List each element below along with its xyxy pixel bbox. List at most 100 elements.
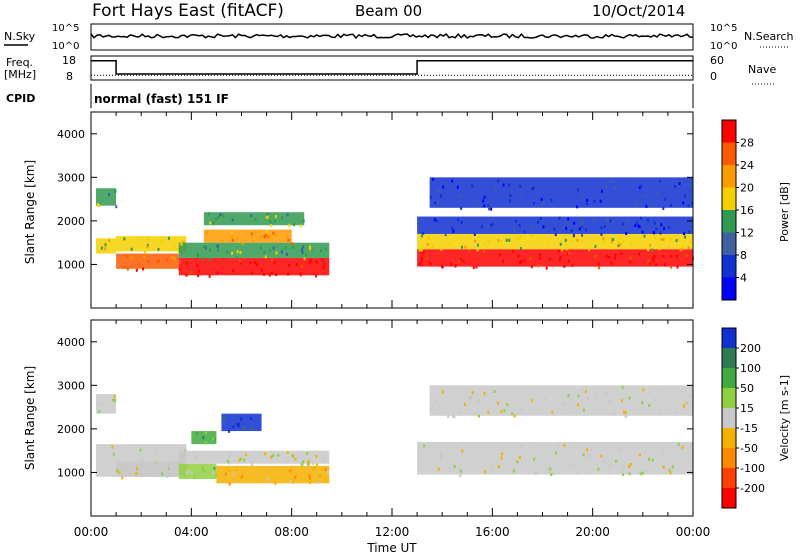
data-speckle bbox=[147, 238, 150, 242]
data-speckle bbox=[641, 401, 644, 405]
colorbar-tick-label: 20 bbox=[740, 182, 754, 195]
colorbar-segment bbox=[722, 448, 736, 468]
data-speckle bbox=[622, 222, 625, 226]
data-speckle bbox=[641, 230, 644, 234]
data-speckle bbox=[185, 273, 188, 277]
data-speckle bbox=[652, 259, 655, 263]
data-speckle bbox=[594, 254, 597, 258]
data-speckle bbox=[153, 474, 156, 478]
data-speckle bbox=[447, 415, 450, 419]
data-speckle bbox=[638, 252, 641, 256]
velocity-x-ticks bbox=[90, 320, 694, 516]
data-speckle bbox=[573, 221, 576, 225]
data-speckle bbox=[241, 242, 244, 246]
data-speckle bbox=[266, 477, 269, 481]
data-speckle bbox=[501, 452, 504, 456]
data-speckle bbox=[232, 269, 235, 273]
data-speckle bbox=[432, 177, 435, 181]
data-speckle bbox=[651, 248, 654, 252]
data-speckle bbox=[286, 213, 289, 217]
data-speckle bbox=[250, 463, 253, 467]
data-speckle bbox=[219, 213, 222, 217]
data-speckle bbox=[177, 249, 180, 253]
data-speckle bbox=[497, 179, 500, 183]
data-speckle bbox=[600, 225, 603, 229]
data-speckle bbox=[617, 241, 620, 245]
data-speckle bbox=[419, 262, 422, 266]
data-speckle bbox=[301, 250, 304, 254]
data-speckle bbox=[324, 247, 327, 251]
data-speckle bbox=[543, 397, 546, 401]
date-label: 10/Oct/2014 bbox=[592, 2, 685, 20]
data-speckle bbox=[422, 245, 425, 249]
data-speckle bbox=[240, 475, 243, 479]
data-speckle bbox=[436, 200, 439, 204]
data-band bbox=[417, 233, 693, 250]
data-speckle bbox=[273, 478, 276, 482]
data-speckle bbox=[103, 247, 106, 251]
data-speckle bbox=[437, 189, 440, 193]
data-speckle bbox=[259, 246, 262, 250]
data-speckle bbox=[228, 469, 231, 473]
data-speckle bbox=[610, 261, 613, 265]
data-speckle bbox=[565, 226, 568, 230]
data-speckle bbox=[653, 231, 656, 235]
data-speckle bbox=[603, 225, 606, 229]
time-axis-labels: 00:00 04:00 08:00 12:00 16:00 20:00 00:00 bbox=[74, 525, 711, 539]
data-speckle bbox=[604, 460, 607, 464]
data-speckle bbox=[678, 182, 681, 186]
data-speckle bbox=[264, 255, 267, 259]
data-speckle bbox=[204, 431, 207, 435]
data-speckle bbox=[561, 248, 564, 252]
data-speckle bbox=[230, 231, 233, 235]
colorbar-segment bbox=[722, 210, 736, 233]
data-speckle bbox=[236, 250, 239, 254]
data-speckle bbox=[597, 467, 600, 471]
data-speckle bbox=[685, 253, 688, 257]
data-speckle bbox=[683, 232, 686, 236]
data-speckle bbox=[641, 471, 644, 475]
data-speckle bbox=[648, 243, 651, 247]
data-speckle bbox=[221, 239, 224, 243]
data-speckle bbox=[462, 260, 465, 264]
data-speckle bbox=[153, 449, 156, 453]
data-speckle bbox=[653, 254, 656, 258]
data-speckle bbox=[98, 250, 101, 254]
data-speckle bbox=[482, 249, 485, 253]
data-speckle bbox=[459, 257, 462, 261]
data-speckle bbox=[108, 193, 111, 197]
colorbar-segment bbox=[722, 368, 736, 388]
noise-right-tick-bottom: 10^0 bbox=[710, 41, 737, 52]
data-speckle bbox=[113, 394, 116, 398]
noise-right-label: N.Search bbox=[744, 30, 794, 43]
data-speckle bbox=[458, 259, 461, 263]
data-speckle bbox=[629, 256, 632, 260]
data-speckle bbox=[577, 403, 580, 407]
data-speckle bbox=[312, 467, 315, 471]
data-speckle bbox=[306, 452, 309, 456]
data-speckle bbox=[324, 467, 327, 471]
data-speckle bbox=[139, 448, 142, 452]
data-speckle bbox=[302, 460, 305, 464]
data-speckle bbox=[216, 271, 219, 275]
data-speckle bbox=[689, 444, 692, 448]
data-speckle bbox=[677, 442, 680, 446]
data-speckle bbox=[660, 238, 663, 242]
data-speckle bbox=[114, 398, 117, 402]
data-speckle bbox=[238, 422, 241, 426]
data-speckle bbox=[515, 219, 518, 223]
data-speckle bbox=[218, 215, 221, 219]
data-speckle bbox=[313, 467, 316, 471]
data-speckle bbox=[308, 476, 311, 480]
data-speckle bbox=[563, 443, 566, 447]
data-speckle bbox=[100, 402, 103, 406]
data-speckle bbox=[508, 238, 511, 242]
data-speckle bbox=[600, 232, 603, 236]
data-speckle bbox=[688, 183, 691, 187]
data-speckle bbox=[520, 195, 523, 199]
data-speckle bbox=[208, 257, 211, 261]
data-speckle bbox=[670, 254, 673, 258]
data-speckle bbox=[581, 222, 584, 226]
data-speckle bbox=[231, 218, 234, 222]
data-speckle bbox=[173, 246, 176, 250]
